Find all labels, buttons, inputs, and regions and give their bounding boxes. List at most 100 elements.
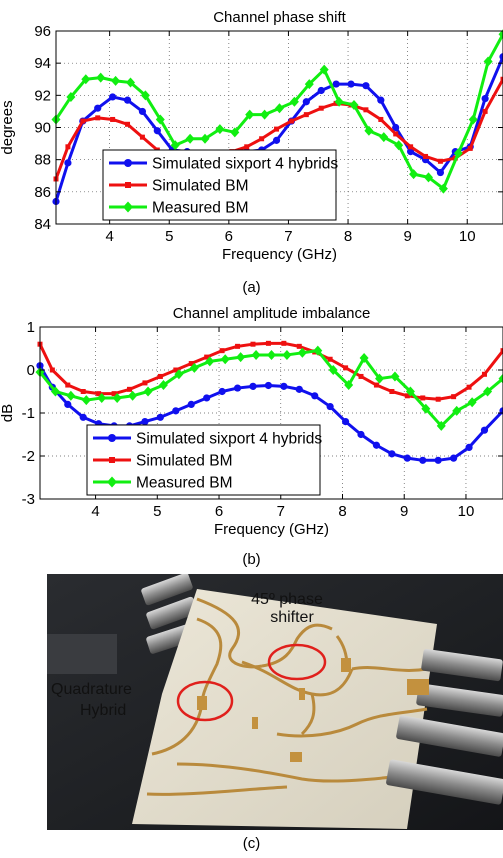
x-tick-label: 5 (153, 503, 161, 520)
caption-c: (c) (242, 835, 261, 852)
data-point (405, 386, 415, 397)
caption-a: (a) (242, 279, 261, 296)
y-tick-label: 88 (34, 152, 51, 169)
data-point (297, 347, 307, 358)
data-point (424, 172, 433, 183)
data-point (483, 56, 493, 67)
panel-c: 45º phase shifter Quadrature Hybrid (c) (0, 574, 503, 858)
data-point (236, 352, 246, 363)
data-point (251, 349, 261, 360)
data-point (265, 340, 271, 346)
legend-marker (123, 201, 133, 213)
data-point (364, 125, 374, 136)
data-point (500, 348, 503, 354)
y-tick-label: 90 (34, 120, 51, 137)
data-point (436, 168, 445, 177)
hybrid-highlight-circle (176, 680, 234, 722)
data-point (499, 53, 503, 61)
data-point (203, 394, 211, 402)
data-point (66, 91, 76, 102)
data-point (359, 352, 369, 363)
data-point (189, 362, 199, 373)
data-point (451, 394, 457, 400)
data-point (437, 158, 443, 164)
phase-shifter-label-line1: 45º phase (251, 591, 323, 608)
data-point (311, 392, 319, 400)
chart-title: Channel phase shift (213, 9, 346, 26)
data-point (389, 389, 395, 394)
data-point (249, 382, 257, 390)
x-tick-label: 8 (338, 503, 346, 520)
data-point (403, 454, 411, 462)
data-point (388, 450, 396, 458)
data-point (200, 133, 210, 144)
data-point (452, 405, 462, 416)
series-simulated-bm (37, 340, 503, 402)
data-point (96, 391, 102, 397)
data-point (304, 79, 314, 90)
x-tick-label: 6 (215, 503, 223, 520)
data-point (275, 103, 284, 114)
data-point (467, 397, 477, 408)
circuit-board-illustration: 45º phase shifter Quadrature Hybrid (47, 574, 503, 830)
x-tick-label: 4 (105, 228, 113, 245)
data-point (296, 343, 302, 349)
data-point (302, 98, 310, 106)
panel-a: Channel phase shift 4 5 6 7 8 9 10 84 86 88 90 92 94 9… (0, 0, 503, 302)
data-point (317, 86, 325, 95)
data-point (378, 116, 384, 122)
y-tick-label: 94 (34, 55, 51, 72)
legend-marker (107, 476, 117, 488)
legend-marker (125, 182, 131, 188)
data-point (218, 387, 226, 396)
left-sma-connectors (47, 574, 200, 674)
data-point (272, 136, 281, 144)
data-point (318, 105, 324, 111)
data-point (127, 386, 133, 392)
data-point (498, 373, 503, 384)
data-point (94, 104, 102, 112)
legend-marker (109, 457, 115, 463)
data-point (349, 99, 359, 110)
x-tick-label: 10 (458, 503, 475, 520)
y-tick-label: 96 (34, 23, 51, 40)
data-point (188, 361, 194, 367)
data-point (334, 96, 344, 107)
data-point (158, 380, 168, 391)
data-point (64, 400, 72, 408)
legend-label: Simulated BM (136, 453, 232, 470)
data-point (233, 384, 242, 392)
y-tick-label: 84 (34, 216, 51, 233)
x-tick-label: 9 (400, 503, 408, 520)
data-point (423, 153, 429, 159)
data-point (157, 373, 163, 379)
data-point (97, 392, 107, 403)
data-point (260, 109, 270, 120)
data-point (170, 140, 180, 151)
x-tick-label: 8 (344, 228, 352, 245)
x-axis-label: Frequency (GHz) (222, 246, 337, 263)
data-point (438, 183, 448, 194)
panel-b: Channel amplitude imbalance 4 5 6 7 8 9 10 -3 -2-… (0, 302, 503, 574)
legend-label: Simulated BM (152, 178, 248, 195)
data-point (357, 430, 365, 439)
data-point (204, 354, 210, 360)
x-tick-label: 4 (91, 503, 99, 520)
data-point (250, 341, 256, 347)
data-point (111, 391, 117, 397)
legend-label: Measured BM (152, 200, 248, 217)
data-point (138, 107, 147, 116)
y-tick-label: 0 (27, 362, 35, 379)
x-tick-label: 7 (277, 503, 285, 520)
caption-b: (b) (242, 551, 261, 568)
data-point (81, 74, 91, 85)
data-point (219, 348, 225, 354)
data-point (390, 371, 400, 382)
series-simulated-bm (53, 76, 503, 182)
data-point (49, 367, 55, 373)
data-point (393, 131, 399, 137)
data-point (343, 365, 349, 371)
legend: Simulated sixport 4 hybrids Simulated BM M… (86, 424, 322, 496)
data-point (96, 72, 106, 83)
data-point (328, 365, 338, 375)
